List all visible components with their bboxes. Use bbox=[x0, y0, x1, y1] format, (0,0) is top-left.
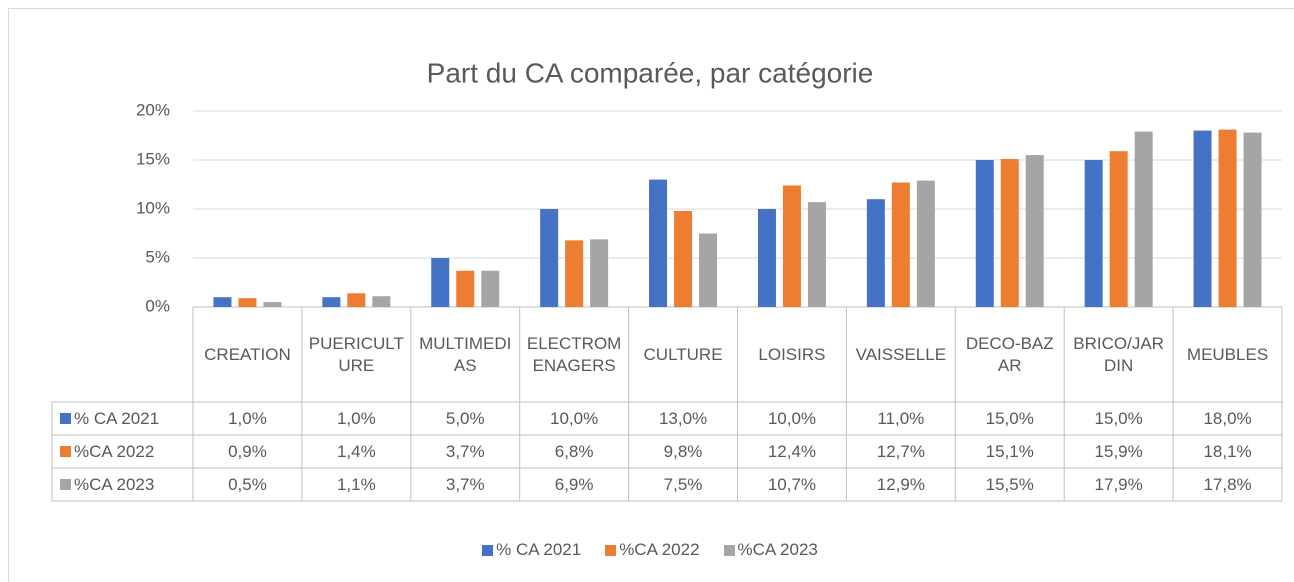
table-cell: 10,7% bbox=[767, 474, 817, 494]
table-cell: 1,1% bbox=[336, 474, 376, 494]
category-label: DECO-BAZAR bbox=[965, 333, 1054, 375]
legend-item: % CA 2021 bbox=[482, 539, 581, 561]
legend-text: % CA 2021 bbox=[74, 408, 160, 428]
category-label: LOISIRS bbox=[758, 344, 826, 364]
bar bbox=[1243, 132, 1262, 307]
bar bbox=[238, 298, 257, 307]
legend-text: %CA 2023 bbox=[737, 540, 818, 559]
bar bbox=[322, 297, 341, 307]
y-tick-label: 10% bbox=[136, 198, 170, 217]
y-tick-label: 15% bbox=[136, 149, 170, 168]
legend-text: % CA 2021 bbox=[496, 540, 582, 559]
legend: % CA 2021 %CA 2022 %CA 2023 bbox=[0, 536, 1294, 564]
chart-title: Part du CA comparée, par catégorie bbox=[427, 57, 874, 88]
table-cell: 15,0% bbox=[985, 408, 1034, 428]
legend-key bbox=[605, 544, 617, 556]
bar bbox=[372, 296, 391, 307]
chart-frame bbox=[8, 8, 1294, 582]
legend-text: %CA 2022 bbox=[74, 441, 155, 461]
bar bbox=[1000, 159, 1019, 307]
table-row-label: % CA 2021 bbox=[52, 402, 193, 435]
table-cell: 9,8% bbox=[663, 441, 703, 461]
bar bbox=[431, 258, 450, 307]
table-cell: 5,0% bbox=[445, 408, 485, 428]
table-cell: 11,0% bbox=[877, 408, 925, 428]
table-row-label: %CA 2022 bbox=[52, 435, 193, 468]
bar bbox=[1134, 131, 1153, 307]
bar bbox=[1193, 130, 1212, 307]
y-tick-label: 5% bbox=[145, 247, 170, 266]
category-label: VAISSELLE bbox=[855, 344, 947, 364]
table-cell: 17,8% bbox=[1203, 474, 1252, 494]
table-cell: 15,9% bbox=[1094, 441, 1143, 461]
table-cell: 1,4% bbox=[336, 441, 376, 461]
category-label: PUERICULTURE bbox=[308, 333, 404, 375]
table-cell: 13,0% bbox=[658, 408, 708, 428]
bar bbox=[674, 210, 693, 307]
table-cell: 3,7% bbox=[445, 474, 485, 494]
category-label: BRICO/JARDIN bbox=[1073, 333, 1164, 375]
table-cell: 12,4% bbox=[767, 441, 817, 461]
category-label: CREATION bbox=[204, 344, 291, 364]
bar bbox=[782, 185, 801, 307]
legend-item: %CA 2023 bbox=[723, 539, 818, 561]
table-cell: 10,0% bbox=[550, 408, 599, 428]
bar bbox=[565, 240, 584, 307]
table-cell: 0,9% bbox=[228, 441, 267, 461]
bar bbox=[481, 270, 500, 307]
table-cell: 15,1% bbox=[985, 441, 1034, 461]
bar bbox=[916, 180, 935, 307]
table-cell: 15,0% bbox=[1094, 408, 1143, 428]
bar bbox=[1109, 151, 1128, 307]
bar bbox=[891, 182, 910, 307]
bar bbox=[347, 293, 366, 307]
table-cell: 18,1% bbox=[1203, 441, 1252, 461]
table-cell: 10,0% bbox=[767, 408, 817, 428]
legend-key bbox=[482, 544, 494, 556]
legend-item: %CA 2022 bbox=[605, 539, 700, 561]
legend-key bbox=[60, 413, 71, 424]
legend-key bbox=[723, 544, 735, 556]
table-cell: 12,7% bbox=[876, 441, 925, 461]
y-tick-label: 20% bbox=[136, 100, 170, 119]
legend-text: %CA 2023 bbox=[74, 474, 155, 494]
bar bbox=[1084, 160, 1103, 307]
legend-text: %CA 2022 bbox=[619, 540, 700, 559]
bar bbox=[456, 270, 475, 307]
bar bbox=[590, 239, 609, 307]
table-cell: 18,0% bbox=[1203, 408, 1252, 428]
bar bbox=[649, 179, 668, 307]
category-label: MEUBLES bbox=[1186, 344, 1269, 364]
bar bbox=[866, 199, 885, 307]
bar bbox=[1218, 129, 1237, 307]
table-cell: 15,5% bbox=[985, 474, 1034, 494]
bar bbox=[757, 209, 776, 307]
legend-key bbox=[60, 479, 71, 490]
table-cell: 12,9% bbox=[876, 474, 925, 494]
table-cell: 3,7% bbox=[445, 441, 485, 461]
table-cell: 0,5% bbox=[228, 474, 267, 494]
bar bbox=[540, 209, 559, 307]
bar bbox=[699, 233, 718, 307]
table-row-label: %CA 2023 bbox=[52, 468, 193, 501]
legend-key bbox=[60, 446, 71, 457]
table-cell: 1,0% bbox=[228, 408, 267, 428]
bar bbox=[807, 202, 826, 307]
bar bbox=[975, 160, 994, 307]
category-label: CULTURE bbox=[643, 344, 723, 364]
bar bbox=[1025, 155, 1044, 307]
category-label: ELECTROMENAGERS bbox=[526, 333, 622, 375]
table-cell: 7,5% bbox=[663, 474, 703, 494]
bar bbox=[213, 297, 232, 307]
table-cell: 6,9% bbox=[554, 474, 594, 494]
category-label: MULTIMEDIAS bbox=[419, 333, 512, 375]
table-cell: 17,9% bbox=[1094, 474, 1143, 494]
table-cell: 6,8% bbox=[554, 441, 594, 461]
bar bbox=[263, 302, 282, 307]
table-cell: 1,0% bbox=[336, 408, 376, 428]
y-tick-label: 0% bbox=[145, 296, 170, 315]
